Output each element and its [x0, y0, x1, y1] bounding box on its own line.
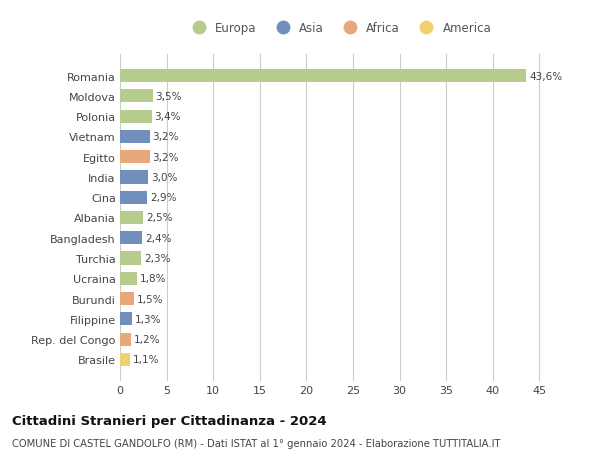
Bar: [120, 292, 134, 306]
Text: 2,3%: 2,3%: [144, 253, 171, 263]
Text: 1,8%: 1,8%: [140, 274, 166, 284]
Bar: [120, 70, 526, 83]
Bar: [120, 191, 147, 204]
Bar: [120, 232, 142, 245]
Text: COMUNE DI CASTEL GANDOLFO (RM) - Dati ISTAT al 1° gennaio 2024 - Elaborazione TU: COMUNE DI CASTEL GANDOLFO (RM) - Dati IS…: [12, 438, 500, 448]
Text: 3,0%: 3,0%: [151, 173, 177, 183]
Bar: [120, 353, 130, 366]
Text: 3,5%: 3,5%: [155, 92, 182, 102]
Text: 2,5%: 2,5%: [146, 213, 173, 223]
Text: Cittadini Stranieri per Cittadinanza - 2024: Cittadini Stranieri per Cittadinanza - 2…: [12, 414, 326, 428]
Bar: [120, 272, 137, 285]
Text: 1,5%: 1,5%: [137, 294, 163, 304]
Text: 3,4%: 3,4%: [154, 112, 181, 122]
Bar: [120, 110, 152, 123]
Bar: [120, 313, 132, 326]
Text: 2,9%: 2,9%: [150, 193, 176, 203]
Bar: [120, 212, 143, 224]
Legend: Europa, Asia, Africa, America: Europa, Asia, Africa, America: [187, 22, 491, 35]
Bar: [120, 90, 152, 103]
Bar: [120, 333, 131, 346]
Text: 2,4%: 2,4%: [145, 233, 172, 243]
Text: 1,2%: 1,2%: [134, 334, 160, 344]
Bar: [120, 151, 150, 164]
Text: 3,2%: 3,2%: [152, 152, 179, 162]
Bar: [120, 252, 142, 265]
Text: 43,6%: 43,6%: [529, 72, 562, 81]
Text: 1,1%: 1,1%: [133, 355, 160, 364]
Bar: [120, 130, 150, 144]
Text: 3,2%: 3,2%: [152, 132, 179, 142]
Text: 1,3%: 1,3%: [135, 314, 161, 324]
Bar: [120, 171, 148, 184]
